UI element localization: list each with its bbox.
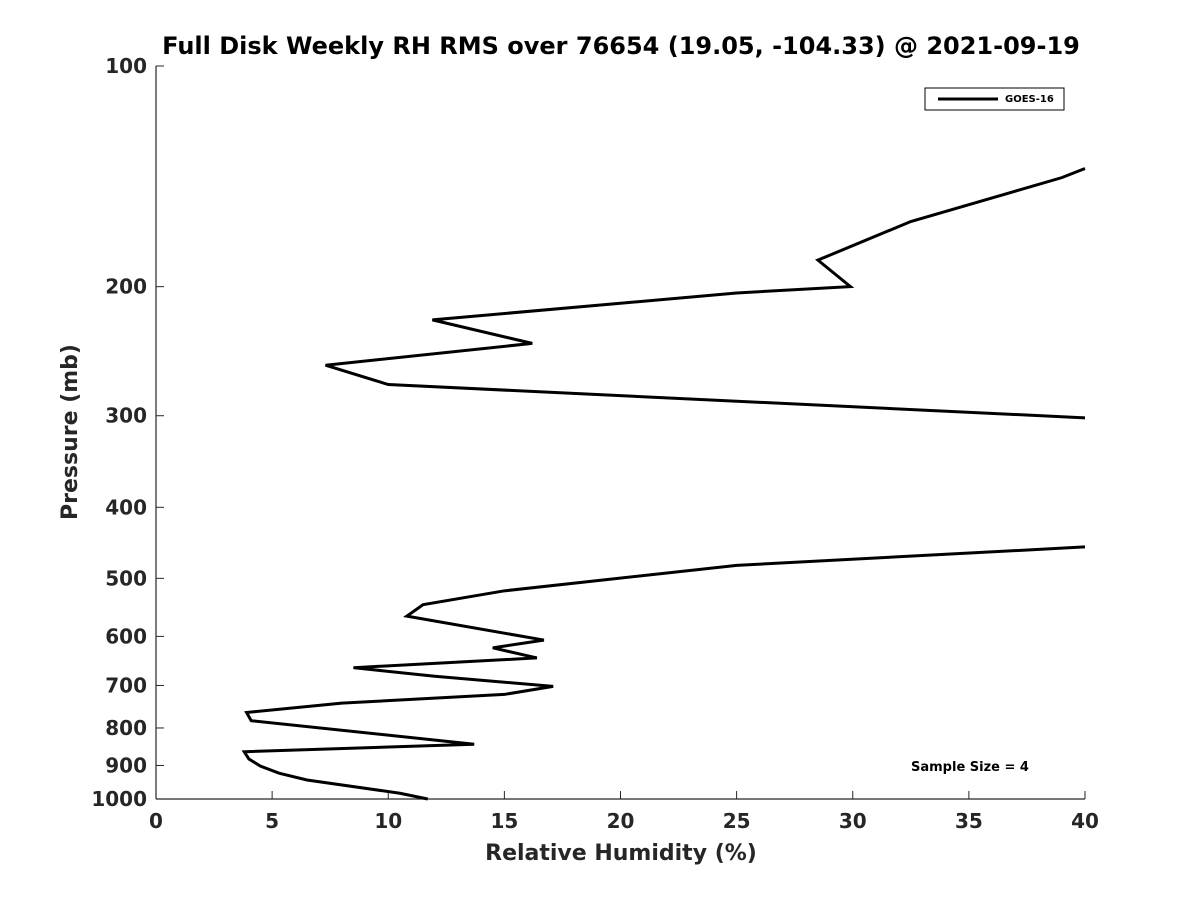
axes-layer xyxy=(155,66,1085,800)
y-tick-label: 1000 xyxy=(91,787,147,811)
y-tick-label: 400 xyxy=(105,495,147,519)
y-tick-label: 800 xyxy=(105,716,147,740)
data-layer xyxy=(241,167,1086,801)
series-line-goes-16-segment-1 xyxy=(325,167,1086,420)
x-tick-label: 0 xyxy=(149,809,163,833)
y-tick-label: 900 xyxy=(105,753,147,777)
x-tick-label: 5 xyxy=(265,809,279,833)
sample-size-annotation: Sample Size = 4 xyxy=(911,760,1029,775)
y-tick-label: 700 xyxy=(105,673,147,697)
x-tick-label: 40 xyxy=(1071,809,1099,833)
legend: GOES-16 xyxy=(924,87,1065,111)
y-axis-label: Pressure (mb) xyxy=(58,344,83,520)
chart-title: Full Disk Weekly RH RMS over 76654 (19.0… xyxy=(162,32,1080,60)
y-tick-label: 500 xyxy=(105,566,147,590)
y-tick-label: 100 xyxy=(105,54,147,78)
series-line-goes-16-segment-2 xyxy=(241,545,1086,801)
x-tick-label: 20 xyxy=(607,809,635,833)
ticks-layer: 0 5 10 15 20 25 30 35 40 100 200 300 400 500 600 700 800… xyxy=(91,54,1099,833)
y-tick-label: 200 xyxy=(105,275,147,299)
x-tick-label: 15 xyxy=(490,809,518,833)
y-tick-label: 600 xyxy=(105,624,147,648)
x-axis-label: Relative Humidity (%) xyxy=(485,841,757,866)
x-tick-label: 10 xyxy=(374,809,402,833)
x-tick-label: 35 xyxy=(955,809,983,833)
y-tick-label: 300 xyxy=(105,404,147,428)
x-tick-label: 25 xyxy=(723,809,751,833)
x-tick-label: 30 xyxy=(839,809,867,833)
legend-label-goes-16: GOES-16 xyxy=(1005,94,1054,105)
